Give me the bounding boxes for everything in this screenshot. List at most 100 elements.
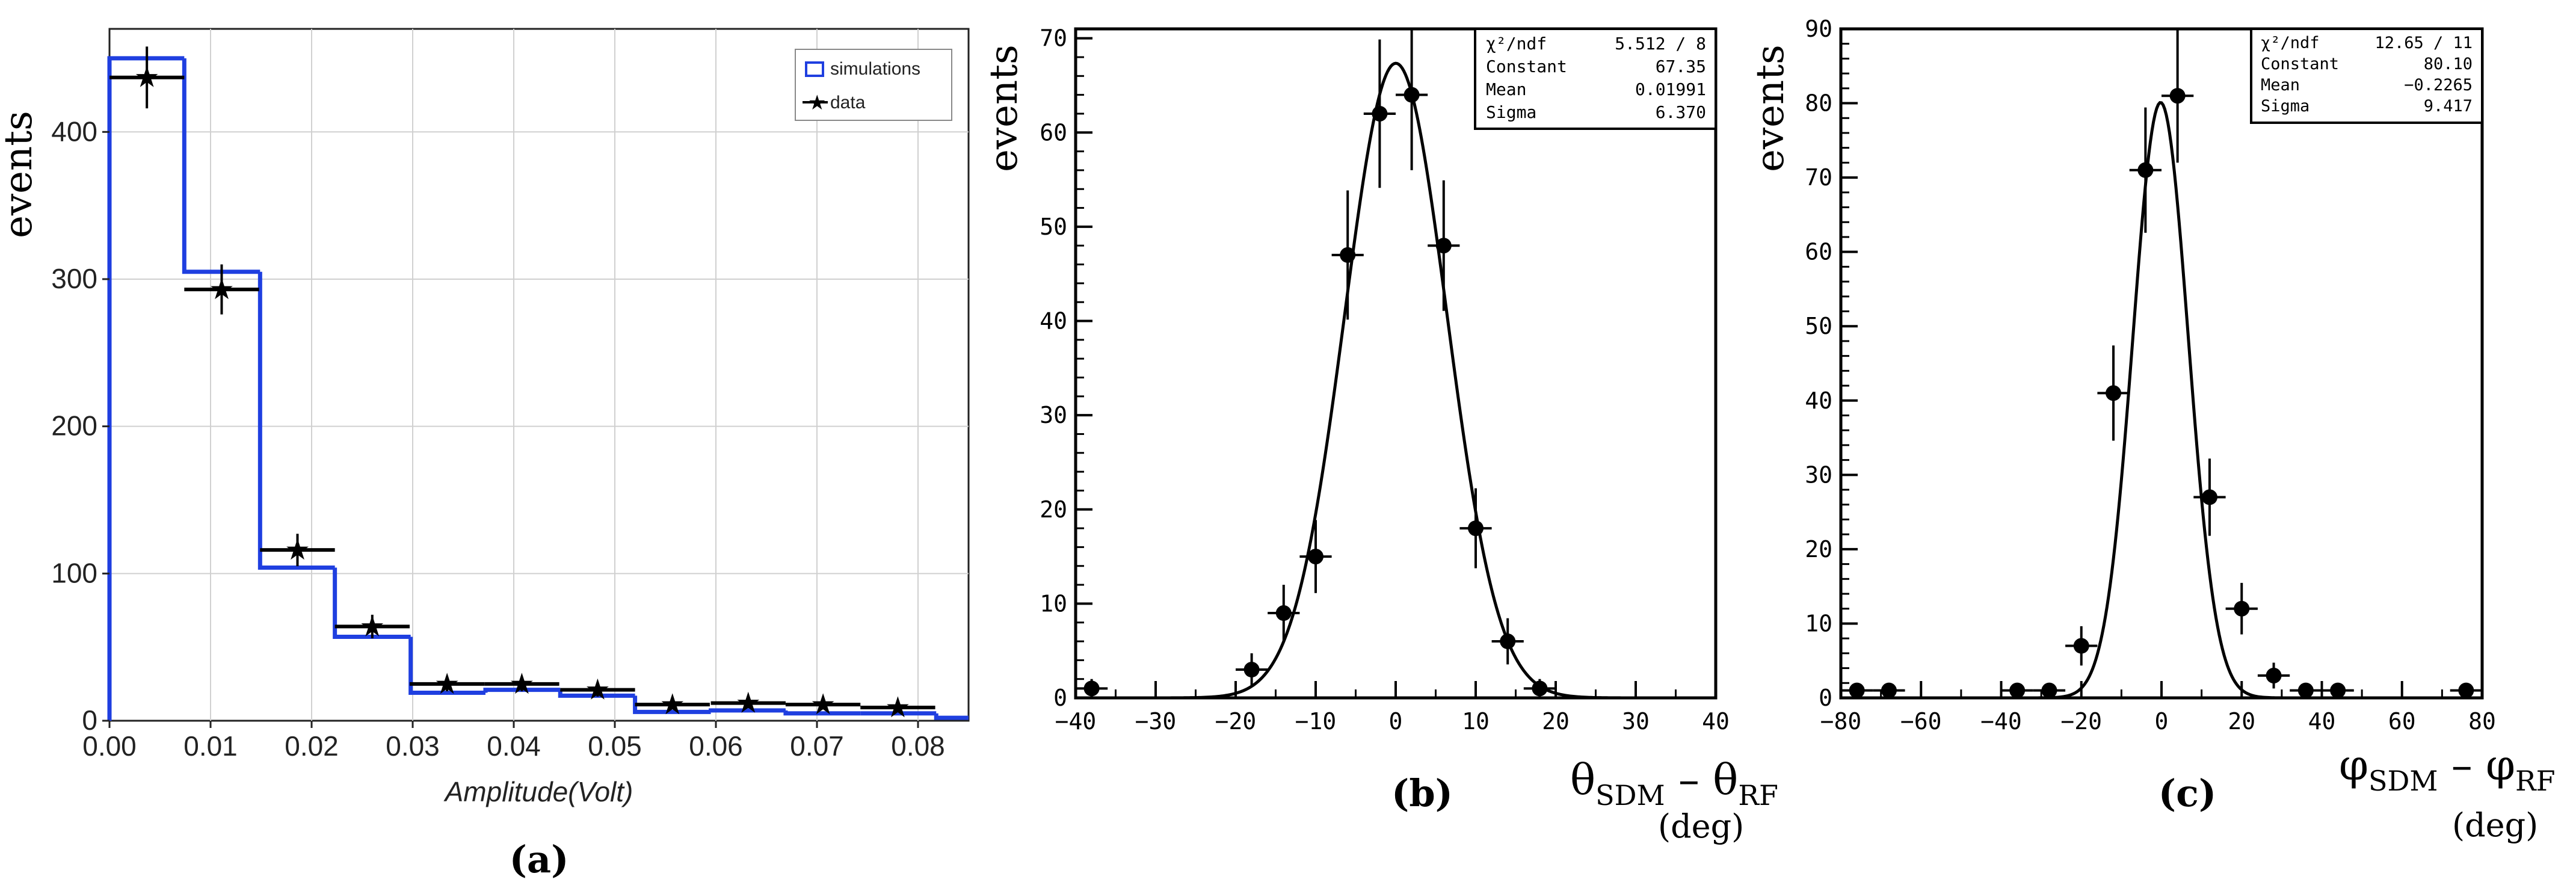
gaussian-fit-curve bbox=[1076, 61, 1716, 700]
marker bbox=[2330, 682, 2346, 698]
x-tick-label: −80 bbox=[1820, 708, 1862, 735]
data-point: ★ bbox=[409, 668, 485, 700]
x-tick-label: 40 bbox=[1702, 708, 1730, 735]
histogram-bin bbox=[107, 56, 185, 721]
panel-label-c: (c) bbox=[2158, 771, 2216, 815]
x-tick-label: 0.03 bbox=[386, 730, 440, 762]
y-tick-label: 80 bbox=[1805, 90, 1832, 117]
x-axis-label: Amplitude(Volt) bbox=[443, 776, 633, 807]
y-tick-label: 90 bbox=[1805, 16, 1832, 42]
y-tick-label: 300 bbox=[51, 263, 97, 294]
marker bbox=[1372, 105, 1388, 122]
grid-lines bbox=[109, 29, 969, 721]
data-point: ★ bbox=[860, 692, 935, 724]
data-point bbox=[1428, 180, 1460, 311]
x-axis-label-sub2: RF bbox=[2515, 765, 2556, 797]
stats-label-constant: Constant bbox=[2261, 55, 2339, 73]
stats-value-mean: 0.01991 bbox=[1635, 79, 1706, 99]
marker bbox=[2137, 162, 2154, 178]
data-points bbox=[1841, 29, 2482, 698]
data-point bbox=[1459, 488, 1492, 569]
legend-star-icon: ★ bbox=[808, 91, 826, 114]
y-tick-label: 200 bbox=[51, 410, 97, 442]
legend-label-simulations: simulations bbox=[830, 59, 920, 79]
x-tick-label: 0 bbox=[1389, 708, 1403, 735]
y-tick-label: 0 bbox=[1053, 685, 1067, 711]
histogram-bin bbox=[709, 708, 786, 713]
stats-box: χ²/ndf 5.512 / 8 Constant 67.35 Mean 0.0… bbox=[1474, 28, 1717, 130]
star-marker: ★ bbox=[285, 534, 310, 566]
marker bbox=[2266, 667, 2282, 683]
data-point bbox=[2162, 29, 2194, 163]
star-marker: ★ bbox=[810, 689, 836, 721]
stats-value-constant: 67.35 bbox=[1656, 57, 1706, 76]
data-point bbox=[2065, 626, 2098, 666]
x-axis-label-sub2: RF bbox=[1738, 779, 1778, 812]
y-tick-label: 40 bbox=[1805, 387, 1832, 414]
data-point bbox=[2290, 682, 2322, 698]
stats-value-sigma: 6.370 bbox=[1656, 102, 1706, 122]
x-tick-label: −30 bbox=[1135, 708, 1177, 735]
marker bbox=[1404, 87, 1420, 103]
stats-label-chi2: χ²/ndf bbox=[1486, 34, 1547, 54]
marker bbox=[2458, 682, 2474, 698]
data-point bbox=[2193, 458, 2226, 536]
y-tick-label: 0 bbox=[82, 704, 97, 736]
axes: 0.00 0.01 0.02 0.03 0.04 0.05 0.06 0.07 0.08 0 100… bbox=[51, 116, 945, 762]
x-tick-label: −20 bbox=[2060, 708, 2102, 735]
star-marker: ★ bbox=[434, 668, 460, 700]
panel-label-a: (a) bbox=[510, 837, 569, 881]
data-point bbox=[2225, 582, 2258, 635]
marker bbox=[1500, 634, 1516, 650]
marker bbox=[1243, 662, 1260, 678]
x-tick-label: 0.06 bbox=[689, 730, 743, 762]
y-tick-label: 20 bbox=[1040, 496, 1067, 523]
star-marker: ★ bbox=[509, 668, 535, 700]
x-tick-label: −40 bbox=[1980, 708, 2022, 735]
marker bbox=[1308, 549, 1323, 565]
data-point: ★ bbox=[710, 688, 786, 720]
data-point: ★ bbox=[785, 689, 861, 721]
data-point: ★ bbox=[635, 689, 710, 721]
data-point bbox=[1299, 520, 1332, 593]
star-marker: ★ bbox=[659, 689, 685, 721]
data-point: ★ bbox=[260, 534, 335, 566]
x-tick-label: −10 bbox=[1295, 708, 1337, 735]
y-axis-label: events bbox=[982, 45, 1026, 172]
stats-label-mean: Mean bbox=[1486, 79, 1526, 99]
data-point bbox=[1873, 682, 1905, 698]
data-point bbox=[1268, 585, 1300, 642]
data-point bbox=[2450, 682, 2482, 698]
x-tick-label: 60 bbox=[2388, 708, 2416, 735]
gaussian-fit-curve bbox=[1841, 101, 2482, 700]
y-tick-label: 10 bbox=[1805, 610, 1832, 637]
star-marker: ★ bbox=[359, 611, 385, 643]
marker bbox=[1083, 680, 1100, 697]
data-point: ★ bbox=[484, 668, 559, 700]
x-tick-label: 20 bbox=[2228, 708, 2255, 735]
stats-label-mean: Mean bbox=[2261, 76, 2300, 94]
marker bbox=[2234, 600, 2250, 617]
marker bbox=[2106, 385, 2122, 401]
data-point: ★ bbox=[334, 611, 410, 643]
x-tick-label: 0.07 bbox=[790, 730, 844, 762]
x-axis-unit: (deg) bbox=[1658, 807, 1744, 845]
x-axis-label-main: θ bbox=[1570, 755, 1595, 804]
data-point bbox=[2129, 107, 2162, 233]
marker bbox=[2041, 682, 2057, 698]
data-points bbox=[1076, 29, 1556, 698]
x-tick-label: 0.05 bbox=[588, 730, 642, 762]
y-tick-label: 60 bbox=[1040, 119, 1067, 146]
y-axis-label: events bbox=[1748, 45, 1793, 172]
stats-label-sigma: Sigma bbox=[2261, 97, 2309, 116]
y-tick-label: 20 bbox=[1805, 536, 1832, 563]
data-point bbox=[1491, 618, 1524, 665]
star-marker: ★ bbox=[585, 674, 611, 706]
marker bbox=[2201, 489, 2217, 505]
marker bbox=[1849, 682, 1865, 698]
marker bbox=[1275, 605, 1292, 621]
data-point: ★ bbox=[109, 46, 185, 109]
marker bbox=[2009, 682, 2026, 698]
y-tick-label: 30 bbox=[1805, 461, 1832, 488]
stats-value-mean: −0.2265 bbox=[2404, 76, 2473, 94]
